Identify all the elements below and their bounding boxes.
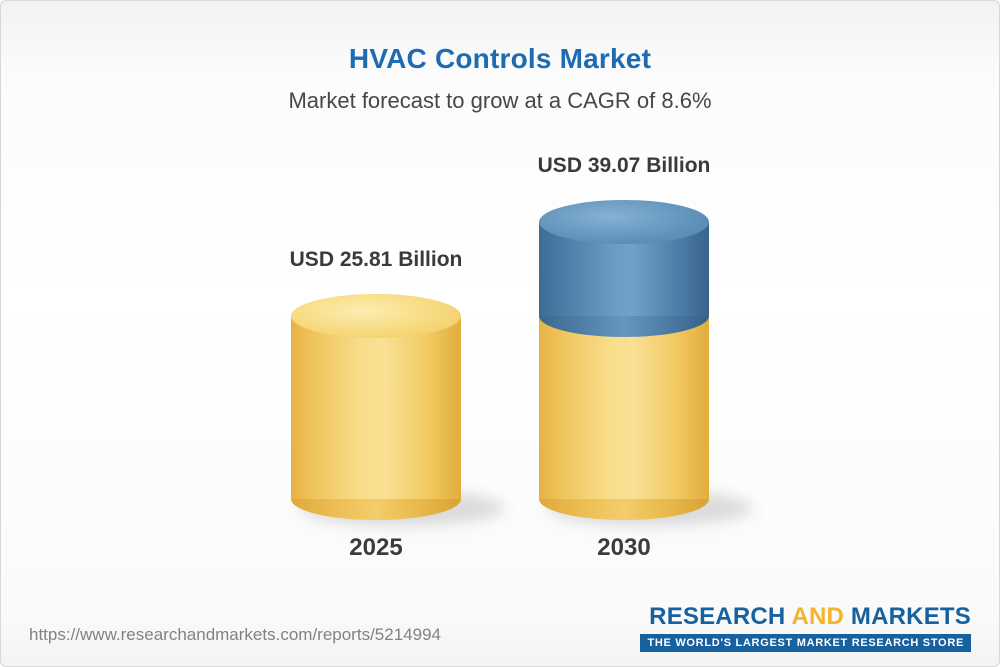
brand-word-research: RESEARCH: [649, 603, 786, 630]
brand-word-markets: MARKETS: [850, 603, 971, 630]
axis-label-2025: 2025: [349, 534, 403, 561]
bar-2030-value-label: USD 39.07 Billion: [537, 153, 711, 177]
page-title: HVAC Controls Market: [348, 43, 652, 74]
bar-2030-top-cap: [539, 199, 709, 244]
axis-label-2030: 2030: [597, 534, 651, 561]
brand-word-and: AND: [791, 603, 845, 630]
bar-2030-base-body: [539, 315, 709, 499]
page-subtitle: Market forecast to grow at a CAGR of 8.6…: [288, 88, 712, 113]
brand-logo: RESEARCH AND MARKETS THE WORLD'S LARGEST…: [640, 603, 971, 652]
report-url-link[interactable]: https://www.researchandmarkets.com/repor…: [29, 625, 441, 644]
brand-tagline: THE WORLD'S LARGEST MARKET RESEARCH STOR…: [640, 634, 971, 652]
bar-2025-cylinder-body: [291, 315, 461, 499]
brand-logo-wordmark: RESEARCH AND MARKETS: [640, 603, 971, 631]
bar-2025-value-label: USD 25.81 Billion: [289, 247, 463, 271]
bar-2025-top-cap: [291, 293, 461, 338]
